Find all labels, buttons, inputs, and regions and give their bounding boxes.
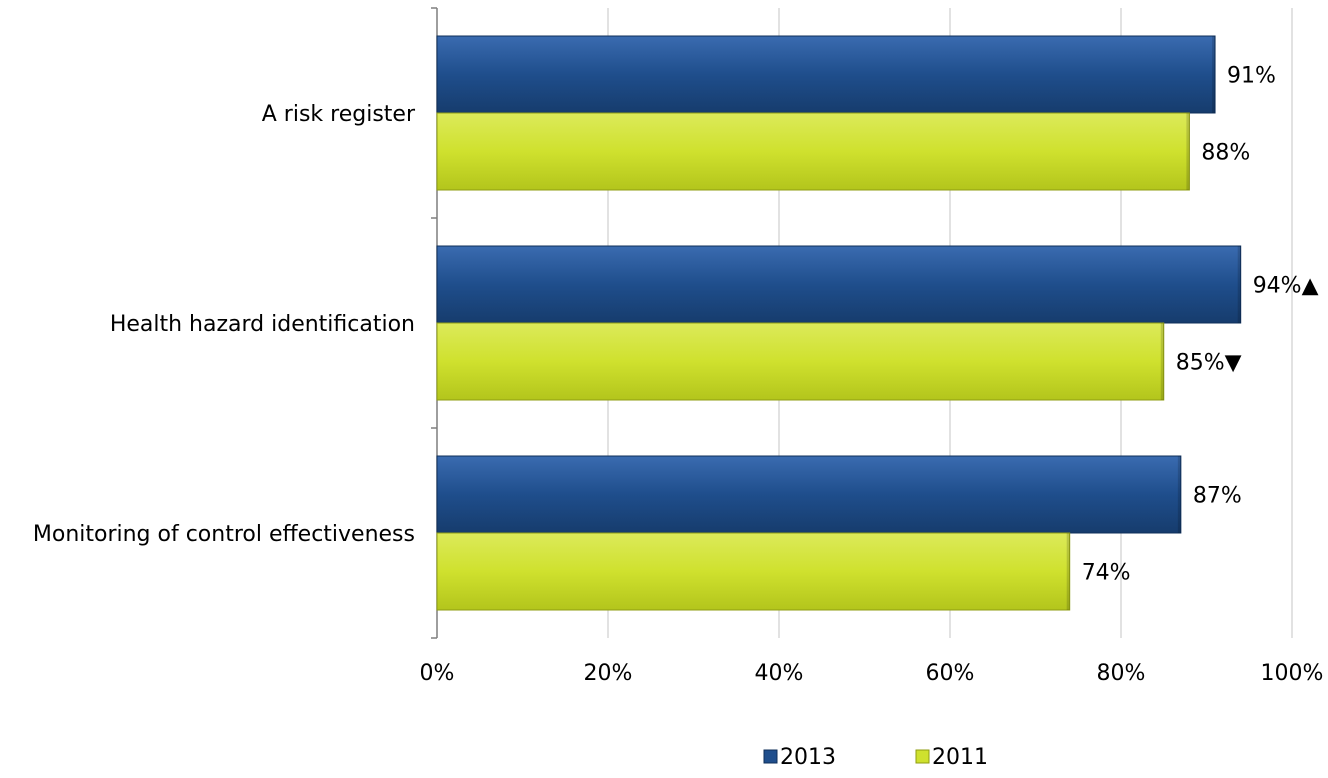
x-tick-label: 0%	[420, 661, 455, 686]
legend-label-2011: 2011	[932, 745, 988, 770]
x-tick-labels: 0% 20% 40% 60% 80% 100%	[420, 661, 1324, 686]
x-tick-label: 60%	[926, 661, 975, 686]
bar-2013	[436, 245, 1242, 324]
legend-swatch-2011	[915, 749, 930, 764]
category-label: Monitoring of control effectiveness	[33, 522, 415, 547]
bar-edge-shadow	[1066, 533, 1070, 610]
category-label: A risk register	[262, 102, 416, 127]
bar-edge-shadow	[1160, 323, 1164, 400]
x-tick-label: 20%	[584, 661, 633, 686]
data-label: 74%	[1082, 561, 1131, 586]
x-tick-label: 80%	[1097, 661, 1146, 686]
data-labels: 91% 88% 94%▲ 85%▼ 87% 74%	[1082, 64, 1319, 586]
legend-label-2013: 2013	[780, 745, 836, 770]
legend-swatch-2013	[763, 749, 778, 764]
data-label: 87%	[1193, 484, 1242, 509]
bar-2011	[436, 322, 1165, 401]
data-label: 85%▼	[1176, 351, 1242, 376]
data-label: 94%▲	[1253, 274, 1319, 299]
category-label: Health hazard identification	[110, 312, 415, 337]
bar-2013	[436, 455, 1182, 534]
bar-edge-shadow	[1177, 456, 1181, 533]
x-tick-label: 40%	[755, 661, 804, 686]
x-tick-label: 100%	[1261, 661, 1324, 686]
bar-2011	[436, 112, 1190, 191]
bar-edge-shadow	[1237, 246, 1241, 323]
bar-2011	[436, 532, 1071, 611]
bar-edge-shadow	[1186, 113, 1190, 190]
category-labels: A risk register Health hazard identificat…	[33, 102, 416, 547]
category-axis	[431, 7, 438, 639]
data-label: 88%	[1201, 141, 1250, 166]
bar-edge-shadow	[1212, 36, 1216, 113]
legend: 2013 2011	[763, 745, 988, 770]
bar-2013	[436, 35, 1216, 114]
data-label: 91%	[1227, 64, 1276, 89]
bars	[436, 35, 1242, 611]
